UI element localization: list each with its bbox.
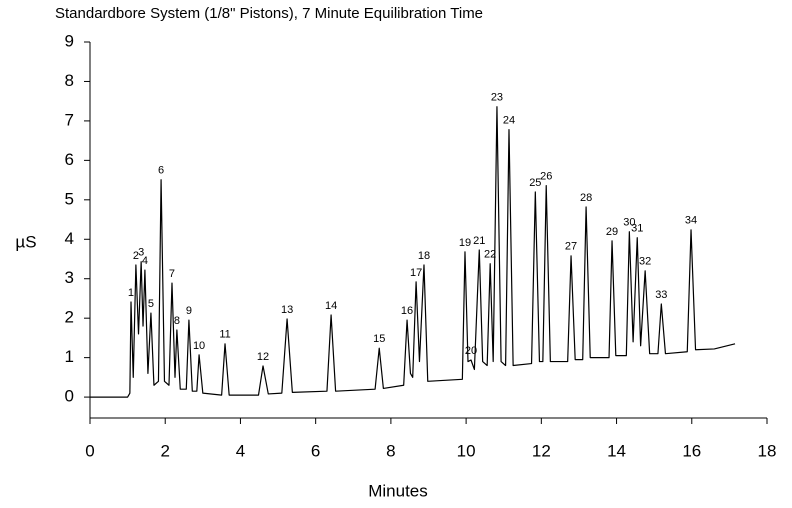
y-axis-label: µS: [15, 232, 36, 251]
peak-label: 12: [257, 351, 269, 363]
peak-label: 6: [158, 165, 164, 177]
x-tick-label: 16: [682, 441, 701, 460]
y-tick-label: 5: [65, 189, 74, 208]
x-tick-label: 10: [457, 441, 476, 460]
trace-line: [90, 106, 736, 398]
x-tick-label: 6: [311, 441, 320, 460]
peak-label: 32: [639, 256, 651, 268]
peak-label: 3: [138, 247, 144, 259]
peak-label: 17: [410, 267, 422, 279]
peak-label: 22: [484, 249, 496, 261]
peak-label: 1: [128, 287, 134, 299]
peak-label: 15: [373, 333, 385, 345]
x-tick-label: 4: [236, 441, 245, 460]
x-tick-label: 14: [607, 441, 626, 460]
peak-label: 29: [606, 226, 618, 238]
y-tick-label: 0: [65, 387, 74, 406]
peak-label: 18: [418, 250, 430, 262]
y-tick-label: 9: [65, 31, 74, 50]
y-tick-label: 1: [65, 347, 74, 366]
y-tick-label: 8: [65, 71, 74, 90]
peak-label: 25: [529, 177, 541, 189]
peak-label: 20: [465, 345, 477, 357]
x-tick-label: 0: [85, 441, 94, 460]
peak-label: 14: [325, 300, 337, 312]
chart-title: Standardbore System (1/8" Pistons), 7 Mi…: [55, 5, 483, 22]
y-tick-label: 3: [65, 268, 74, 287]
peak-label: 8: [174, 315, 180, 327]
peak-label: 21: [473, 235, 485, 247]
peak-label: 4: [142, 255, 148, 267]
peak-label: 2: [133, 250, 139, 262]
peak-label: 7: [169, 268, 175, 280]
y-tick-label: 7: [65, 110, 74, 129]
peak-label: 24: [503, 114, 515, 126]
peak-label: 33: [655, 289, 667, 301]
peak-label: 11: [219, 329, 230, 341]
x-tick-label: 18: [758, 441, 777, 460]
x-tick-label: 2: [160, 441, 169, 460]
y-tick-label: 4: [65, 229, 74, 248]
peak-label: 30: [623, 217, 635, 229]
peak-label: 31: [631, 223, 643, 235]
peak-label: 28: [580, 192, 592, 204]
peak-label: 27: [565, 241, 577, 253]
peak-label: 34: [685, 215, 697, 227]
peak-label: 10: [193, 340, 205, 352]
peak-label: 13: [281, 304, 293, 316]
y-tick-label: 2: [65, 308, 74, 327]
x-tick-label: 12: [532, 441, 551, 460]
peak-label: 16: [401, 305, 413, 317]
x-axis-label: Minutes: [368, 481, 428, 500]
peak-label: 9: [186, 305, 192, 317]
x-tick-label: 8: [386, 441, 395, 460]
peak-label: 19: [459, 237, 471, 249]
peak-label: 23: [491, 92, 503, 104]
peak-label: 26: [540, 171, 552, 183]
y-tick-label: 6: [65, 150, 74, 169]
peak-label: 5: [148, 298, 154, 310]
